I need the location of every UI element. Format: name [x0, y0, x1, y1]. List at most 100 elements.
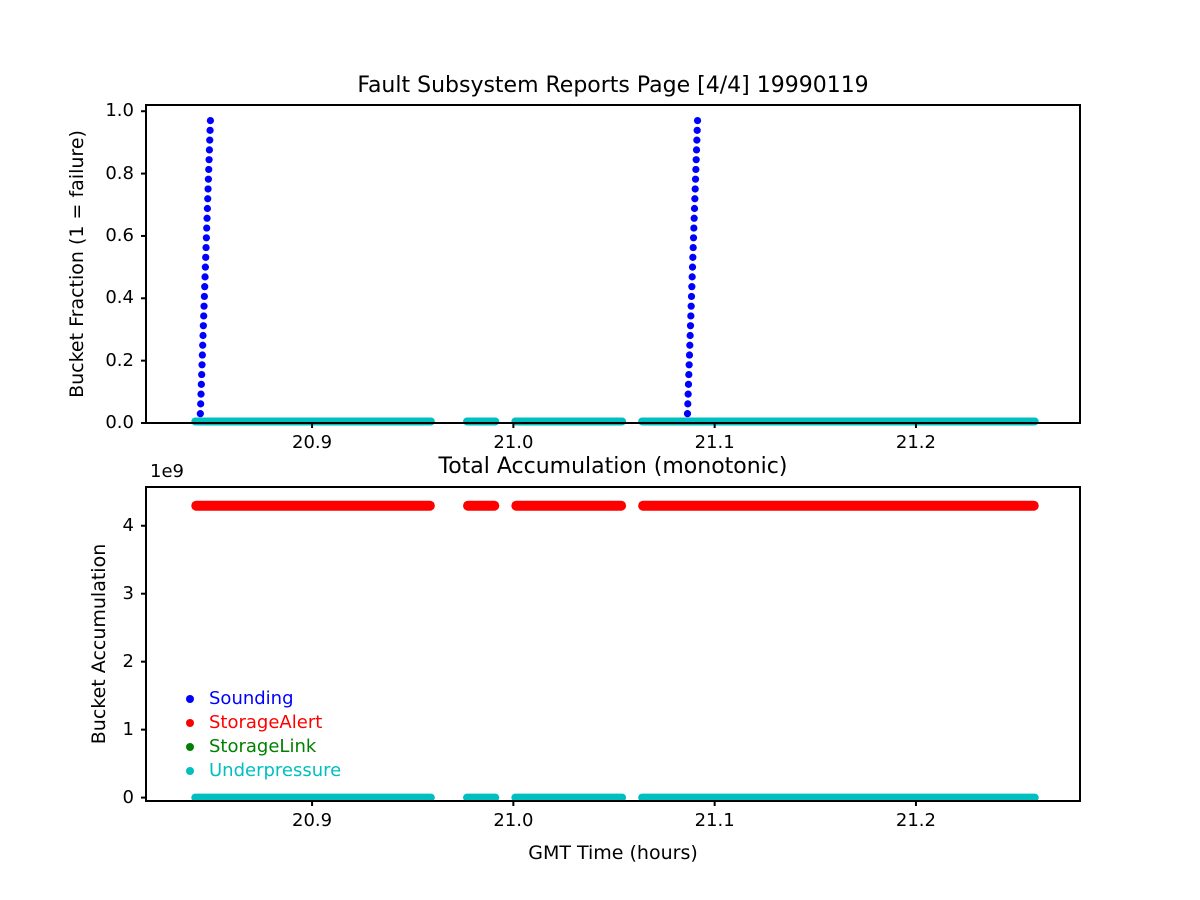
event-dot-sounding [693, 126, 701, 134]
legend-row-sounding: Sounding [186, 687, 341, 711]
event-dot-sounding [198, 370, 206, 379]
x-tick-label: 21.0 [493, 810, 534, 831]
event-dot-sounding [691, 195, 699, 203]
legend-row-underpressure: Underpressure [186, 759, 341, 783]
x-tick-label: 20.9 [292, 810, 333, 831]
event-dot-sounding [200, 292, 208, 301]
event-dot-sounding [684, 400, 692, 408]
axes-spines [145, 104, 1081, 424]
event-dot-sounding [204, 195, 212, 203]
event-dot-sounding [684, 390, 692, 398]
y-tick-label: 0 [122, 786, 134, 808]
y-axis-offset-text: 1e9 [150, 461, 184, 482]
event-dot-sounding [202, 253, 210, 261]
legend-marker-icon [186, 695, 194, 703]
event-dot-sounding [693, 136, 701, 144]
event-dot-sounding [200, 302, 208, 310]
top-plot-title: Fault Subsystem Reports Page [4/4] 19990… [357, 73, 869, 98]
event-dot-sounding [687, 302, 695, 310]
legend-marker-icon [186, 719, 194, 727]
event-dot-sounding [200, 312, 208, 320]
legend-marker-icon [186, 743, 194, 751]
event-dot-sounding [206, 116, 215, 125]
event-dot-sounding [688, 273, 696, 281]
event-dot-sounding [203, 214, 211, 222]
legend-label: StorageAlert [209, 712, 323, 733]
event-dot-sounding [198, 351, 206, 359]
y-tick-label: 1 [122, 718, 134, 740]
event-dot-sounding [197, 380, 205, 388]
bottom-y-axis-label: Bucket Accumulation [88, 543, 110, 745]
legend-row-storagealert: StorageAlert [186, 711, 341, 735]
legend: Sounding StorageAlert StorageLink Underpres… [186, 687, 341, 783]
top-plot-canvas [141, 104, 1081, 428]
event-dot-sounding [690, 204, 699, 213]
y-tick-label: 0.0 [105, 412, 134, 433]
event-dot-sounding [690, 224, 698, 232]
bottom-plot-canvas [141, 486, 1081, 806]
event-dot-sounding [202, 243, 210, 252]
event-dot-sounding [197, 400, 205, 408]
event-dot-sounding [196, 410, 204, 418]
x-axis-label: GMT Time (hours) [528, 842, 698, 864]
y-tick-label: 2 [122, 650, 134, 672]
event-dot-sounding [688, 283, 696, 291]
event-dot-sounding [691, 175, 700, 183]
event-dot-sounding [206, 126, 214, 134]
top-plot-area [141, 104, 1081, 428]
axes-spines [145, 486, 1081, 802]
y-tick-label: 4 [122, 514, 134, 536]
event-dot-sounding [197, 390, 205, 398]
event-dot-sounding [204, 175, 213, 183]
event-dot-sounding [692, 156, 700, 164]
legend-label: Underpressure [209, 760, 342, 781]
legend-label: Sounding [209, 688, 294, 709]
event-dot-sounding [201, 273, 209, 281]
event-dot-sounding [205, 165, 213, 174]
event-dot-sounding [685, 351, 694, 359]
event-dot-sounding [203, 224, 211, 232]
event-dot-sounding [205, 146, 214, 154]
event-dot-sounding [685, 370, 693, 379]
event-dot-sounding [688, 263, 697, 271]
event-dot-sounding [687, 292, 696, 301]
event-dot-sounding [686, 341, 694, 349]
event-dot-sounding [199, 341, 207, 349]
event-dot-sounding [685, 361, 693, 369]
event-dot-sounding [692, 146, 701, 154]
legend-label: StorageLink [209, 736, 317, 757]
event-dot-sounding [692, 165, 700, 174]
event-dot-sounding [691, 185, 699, 193]
x-tick-label: 21.2 [895, 810, 936, 831]
event-dot-sounding [201, 263, 209, 271]
event-dot-sounding [689, 243, 697, 252]
y-tick-label: 0.2 [105, 349, 134, 371]
event-dot-sounding [687, 312, 695, 320]
y-tick-label: 0.4 [105, 287, 134, 309]
event-dot-sounding [205, 156, 213, 164]
event-dot-sounding [204, 185, 212, 193]
event-dot-sounding [201, 283, 209, 291]
event-dot-sounding [686, 322, 695, 330]
event-dot-sounding [198, 361, 206, 369]
event-dot-sounding [684, 380, 693, 388]
x-tick-label: 20.9 [292, 432, 333, 453]
y-tick-label: 1.0 [105, 100, 134, 122]
event-dot-sounding [683, 410, 692, 418]
event-dot-sounding [199, 322, 207, 330]
x-tick-label: 21.1 [694, 810, 735, 831]
y-tick-label: 3 [122, 582, 134, 604]
x-tick-label: 21.2 [895, 432, 936, 453]
event-dot-sounding [686, 331, 694, 340]
legend-marker-icon [186, 767, 194, 775]
event-dot-sounding [689, 234, 698, 242]
event-dot-sounding [203, 204, 211, 213]
event-dot-sounding [690, 214, 698, 222]
event-dot-sounding [689, 253, 697, 261]
bottom-plot-area [141, 486, 1081, 806]
event-dot-sounding [199, 331, 207, 340]
y-tick-label: 0.6 [105, 224, 134, 246]
legend-row-storagelink: StorageLink [186, 735, 341, 759]
x-tick-label: 21.0 [493, 432, 534, 453]
